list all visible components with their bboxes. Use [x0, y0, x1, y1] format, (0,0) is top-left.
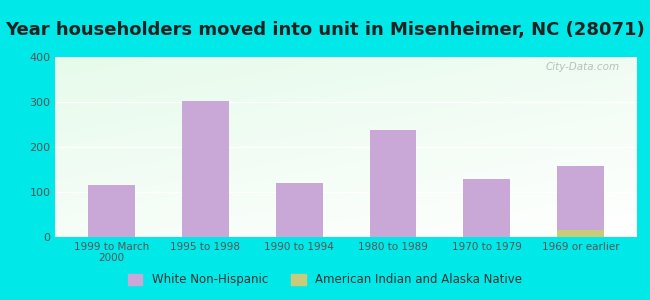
Text: City-Data.com: City-Data.com: [545, 62, 619, 72]
Bar: [463, 178, 510, 237]
Bar: [557, 166, 604, 237]
Bar: [182, 101, 229, 237]
Bar: [276, 183, 322, 237]
Text: Year householders moved into unit in Misenheimer, NC (28071): Year householders moved into unit in Mis…: [5, 21, 645, 39]
Bar: [557, 230, 604, 237]
Bar: [370, 130, 417, 237]
Legend: White Non-Hispanic, American Indian and Alaska Native: White Non-Hispanic, American Indian and …: [124, 269, 526, 291]
Bar: [88, 185, 135, 237]
